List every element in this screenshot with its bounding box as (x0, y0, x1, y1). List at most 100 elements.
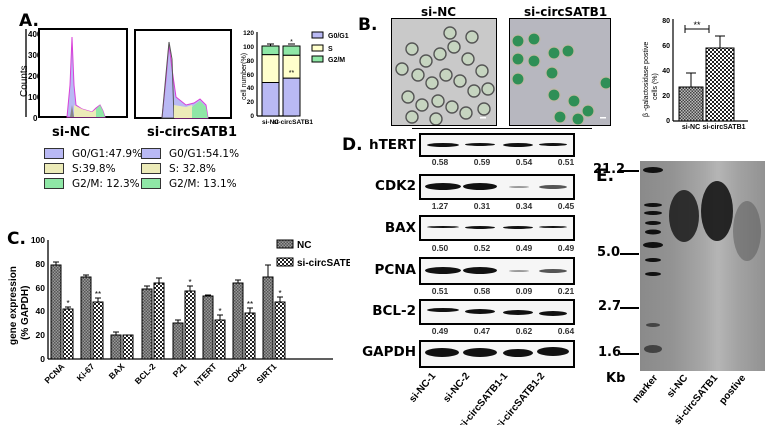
svg-text:S: S (328, 46, 333, 53)
svg-text:60: 60 (662, 43, 670, 50)
sig-star: ** (289, 70, 295, 77)
panel-d-label: D. (342, 135, 363, 155)
panel-a-label: A. (19, 11, 39, 31)
svg-text:si-NC: si-NC (682, 124, 700, 130)
values-bax: 0.50 0.52 0.49 0.49 (431, 243, 575, 253)
blot-htert (419, 133, 575, 157)
svg-text:80: 80 (662, 18, 670, 25)
divider (412, 128, 592, 129)
svg-text:postive: postive (717, 373, 748, 407)
svg-text:40: 40 (36, 306, 46, 316)
histogram-title-si-nc: si-NC (52, 125, 91, 140)
image-title-si-nc: si-NC (421, 5, 457, 19)
dna-gel (640, 161, 765, 371)
gel-lane-labels: marker si-NC si-circSATB1 postive (630, 372, 765, 428)
g0g1-swatch (141, 148, 161, 159)
protein-label: GAPDH (362, 344, 416, 360)
sig-star: * (290, 39, 293, 46)
svg-text:80: 80 (247, 58, 255, 65)
svg-text:0: 0 (33, 114, 38, 123)
histogram-title-si-circsatb1: si-circSATB1 (147, 125, 238, 140)
svg-text:si-NC-1: si-NC-1 (407, 372, 438, 405)
histogram-si-circsatb1 (134, 29, 234, 121)
svg-text:Ki-67: Ki-67 (75, 361, 97, 383)
s-swatch (141, 163, 161, 174)
svg-text:*: * (218, 307, 221, 316)
svg-text:**: ** (247, 300, 253, 309)
svg-text:cells (%): cells (%) (652, 73, 659, 100)
svg-text:β -galactosidase postive: β -galactosidase postive (643, 42, 650, 117)
panel-e-label: E. (596, 166, 615, 186)
svg-text:20: 20 (662, 93, 670, 100)
values-cdk2: 1.27 0.31 0.34 0.45 (431, 201, 575, 211)
legend-si-circsatb1: si-circSATB1 (297, 258, 350, 269)
sig-star: ** (693, 20, 701, 30)
beta-gal-chart: β -galactosidase postive cells (%) 80 60 4… (636, 5, 765, 131)
svg-text:**: ** (95, 290, 101, 299)
svg-text:(% GAPDH): (% GAPDH) (20, 286, 31, 340)
svg-text:SIRT1: SIRT1 (254, 361, 278, 385)
svg-text:gene expression: gene expression (8, 266, 19, 345)
svg-text:0: 0 (40, 354, 45, 364)
g0g1-swatch (44, 148, 64, 159)
svg-text:200: 200 (28, 72, 42, 81)
svg-text:100: 100 (243, 44, 254, 51)
blot-bcl2 (419, 299, 575, 325)
values-htert: 0.58 0.59 0.54 0.51 (431, 157, 575, 167)
stack-y-label: cell number(%) (241, 53, 248, 100)
svg-text:P21: P21 (171, 361, 189, 379)
svg-text:BAX: BAX (107, 361, 127, 381)
svg-text:400: 400 (28, 30, 42, 39)
legend-nc: NC (297, 240, 311, 251)
svg-text:20: 20 (36, 330, 46, 340)
svg-text:40: 40 (662, 68, 670, 75)
svg-text:0: 0 (250, 113, 254, 120)
gene-expression-chart: gene expression (% GAPDH) 100 80 60 40 20 0 (0, 225, 359, 425)
svg-text:100: 100 (28, 93, 42, 102)
svg-text:hTERT: hTERT (192, 361, 219, 388)
svg-text:60: 60 (247, 72, 255, 79)
g2m-swatch (141, 178, 161, 189)
cell-cycle-stacked-chart: cell number(%) 120 100 80 60 40 20 0 * ** si-… (236, 25, 356, 126)
values-pcna: 0.51 0.58 0.09 0.21 (431, 286, 575, 296)
micrograph-si-circsatb1 (509, 18, 611, 126)
svg-text:120: 120 (243, 30, 254, 37)
histogram-si-nc: Counts 400 300 200 100 0 (0, 25, 130, 125)
svg-text:G2/M: G2/M (328, 57, 345, 64)
svg-text:*: * (66, 299, 69, 308)
panel-c-label: C. (7, 229, 26, 249)
protein-label: hTERT (368, 137, 416, 153)
svg-text:*: * (188, 278, 191, 287)
protein-label: CDK2 (375, 178, 416, 194)
svg-text:si-circSATB1: si-circSATB1 (273, 119, 313, 125)
svg-text:*: * (278, 289, 281, 298)
svg-text:si-circSATB1: si-circSATB1 (702, 124, 745, 130)
svg-text:300: 300 (28, 51, 42, 60)
panel-b-label: B. (358, 15, 378, 35)
svg-text:40: 40 (247, 85, 255, 92)
counts-axis-label: Counts (19, 65, 30, 97)
svg-text:si-NC-2: si-NC-2 (441, 372, 472, 405)
protein-label: BCL-2 (372, 303, 416, 319)
svg-text:0: 0 (666, 118, 670, 125)
svg-text:CDK2: CDK2 (225, 361, 249, 385)
blot-bax (419, 215, 575, 241)
svg-text:80: 80 (36, 259, 46, 269)
lane-labels: si-NC-1 si-NC-2 si-circSATB1-1 si-circSA… (400, 371, 600, 430)
svg-text:si-NC: si-NC (262, 119, 279, 125)
svg-text:marker: marker (630, 373, 660, 406)
svg-text:PCNA: PCNA (42, 361, 66, 385)
s-swatch (44, 163, 64, 174)
svg-text:si-NC: si-NC (665, 373, 690, 400)
svg-text:20: 20 (247, 99, 255, 106)
micrograph-si-nc (391, 18, 497, 126)
blot-gapdh (419, 340, 575, 368)
svg-text:100: 100 (31, 235, 45, 245)
svg-text:BCL-2: BCL-2 (133, 361, 158, 386)
protein-label: BAX (384, 220, 416, 236)
g2m-swatch (44, 178, 64, 189)
protein-label: PCNA (374, 262, 416, 278)
svg-text:G0/G1: G0/G1 (328, 33, 349, 40)
values-bcl2: 0.49 0.47 0.62 0.64 (431, 326, 575, 336)
image-title-si-circsatb1: si-circSATB1 (524, 5, 608, 19)
